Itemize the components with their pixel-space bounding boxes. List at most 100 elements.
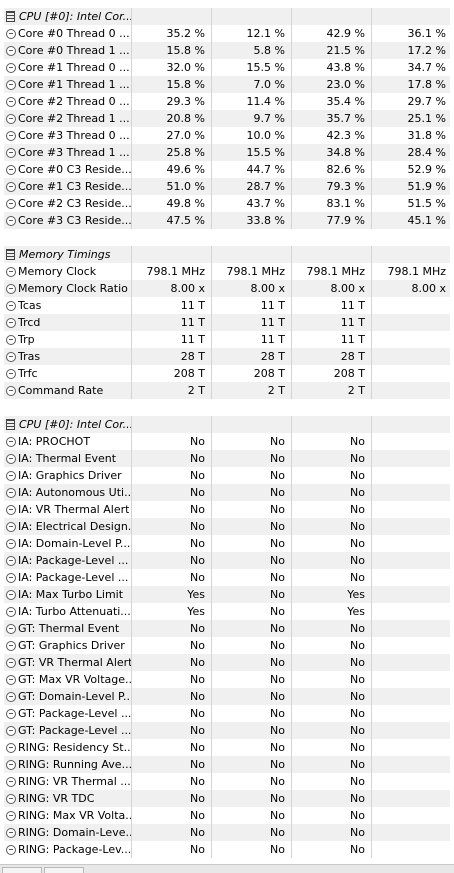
sensor-row[interactable]: Core #1 C3 Reside... 51.0 % 28.7 % 79.3 % 51…: [4, 178, 450, 195]
sensor-row[interactable]: Core #2 C3 Reside... 49.8 % 43.7 % 83.1 % 51…: [4, 195, 450, 212]
sensor-row[interactable]: Core #0 Thread 1 ... 15.8 % 5.8 % 21.5 % 17.…: [4, 42, 450, 59]
maximum-value: No: [292, 739, 372, 756]
sensor-row[interactable]: GT: Graphics Driver No No No: [4, 637, 450, 654]
sensor-row[interactable]: Trp 11 T 11 T 11 T: [4, 331, 450, 348]
sensor-row[interactable]: Core #1 Thread 1 ... 15.8 % 7.0 % 23.0 % 17.…: [4, 76, 450, 93]
sensor-label-cell: RING: Running Ave...: [4, 756, 132, 773]
sensor-row[interactable]: IA: Turbo Attenuati... Yes No Yes: [4, 603, 450, 620]
average-value: 45.1 %: [407, 214, 446, 227]
sensor-row[interactable]: Tras 28 T 28 T 28 T: [4, 348, 450, 365]
sensor-group-header[interactable]: CPU [#0]: Intel Cor...: [4, 8, 450, 25]
sensor-row[interactable]: Core #0 Thread 0 ... 35.2 % 12.1 % 42.9 % 36…: [4, 25, 450, 42]
sensor-row[interactable]: IA: PROCHOT No No No: [4, 433, 450, 450]
sensor-row[interactable]: Trfc 208 T 208 T 208 T: [4, 365, 450, 382]
current-value: No: [132, 501, 212, 518]
minimum-value: No: [212, 467, 292, 484]
sensor-row[interactable]: RING: Running Ave... No No No: [4, 756, 450, 773]
current-value: 32.0 %: [132, 59, 212, 76]
sensor-row[interactable]: IA: Package-Level ... No No No: [4, 552, 450, 569]
sensor-label-cell: RING: VR TDC: [4, 790, 132, 807]
sensor-row[interactable]: GT: Domain-Level P... No No No: [4, 688, 450, 705]
minimum-value: 44.7 %: [212, 161, 292, 178]
sensor-label: Command Rate: [18, 384, 104, 397]
sensor-label-cell: RING: Domain-Leve...: [4, 824, 132, 841]
sensor-label: RING: VR TDC: [18, 792, 95, 805]
sensor-label: IA: Domain-Level P...: [18, 537, 131, 550]
sensor-label-cell: RING: Residency St...: [4, 739, 132, 756]
sensor-row[interactable]: RING: Domain-Leve... No No No: [4, 824, 450, 841]
sensor-group-header[interactable]: CPU [#0]: Intel Cor...: [4, 416, 450, 433]
current-value: 29.3 %: [132, 93, 212, 110]
maximum-value: No: [292, 569, 372, 586]
sensor-row[interactable]: Tcas 11 T 11 T 11 T: [4, 297, 450, 314]
sensor-row[interactable]: Core #2 Thread 1 ... 20.8 % 9.7 % 35.7 % 25.…: [4, 110, 450, 127]
current-value: No: [132, 790, 212, 807]
minimum-value: 11 T: [212, 314, 292, 331]
sensor-row[interactable]: Core #3 Thread 1 ... 25.8 % 15.5 % 34.8 % 28…: [4, 144, 450, 161]
sensor-row[interactable]: GT: Package-Level ... No No No: [4, 705, 450, 722]
sensor-label-cell: Core #1 C3 Reside...: [4, 178, 132, 195]
minimum-value: 11 T: [212, 297, 292, 314]
maximum-value: No: [292, 790, 372, 807]
sensor-row[interactable]: GT: Package-Level ... No No No: [4, 722, 450, 739]
sensor-row[interactable]: IA: Package-Level ... No No No: [4, 569, 450, 586]
sensor-label: Core #3 Thread 1 ...: [18, 146, 130, 159]
sensor-icon: [6, 62, 16, 73]
minimum-value: 28 T: [212, 348, 292, 365]
sensor-label: Core #1 Thread 1 ...: [18, 78, 130, 91]
sensor-label: IA: PROCHOT: [18, 435, 91, 448]
sensor-row[interactable]: Core #1 Thread 0 ... 32.0 % 15.5 % 43.8 % 34…: [4, 59, 450, 76]
sensor-row[interactable]: IA: Graphics Driver No No No: [4, 467, 450, 484]
current-value: 47.5 %: [132, 212, 212, 229]
sensor-row[interactable]: Memory Clock 798.1 MHz 798.1 MHz 798.1 MHz 7…: [4, 263, 450, 280]
sensor-row[interactable]: RING: VR Thermal ... No No No: [4, 773, 450, 790]
sensor-label: RING: Package-Lev...: [18, 843, 131, 856]
sensor-row[interactable]: IA: Electrical Design... No No No: [4, 518, 450, 535]
sensor-row[interactable]: Memory Clock Ratio 8.00 x 8.00 x 8.00 x 8.00…: [4, 280, 450, 297]
sensor-label: RING: Max VR Volta...: [18, 809, 131, 822]
maximum-value: No: [292, 722, 372, 739]
sensor-row[interactable]: Core #3 Thread 0 ... 27.0 % 10.0 % 42.3 % 31…: [4, 127, 450, 144]
sensor-icon: [6, 742, 16, 753]
current-value: No: [132, 841, 212, 858]
average-value: [372, 841, 450, 858]
sensor-table: CPU [#0]: Intel Cor... Core #0 Thread 0 .…: [4, 8, 450, 858]
maximum-value: No: [292, 756, 372, 773]
maximum-value: 34.8 %: [292, 144, 372, 161]
sensor-row[interactable]: Core #2 Thread 0 ... 29.3 % 11.4 % 35.4 % 29…: [4, 93, 450, 110]
sensor-label: Trp: [18, 333, 35, 346]
sensor-row[interactable]: IA: Domain-Level P... No No No: [4, 535, 450, 552]
sensor-icon: [6, 470, 16, 481]
sensor-row[interactable]: GT: Max VR Voltage... No No No: [4, 671, 450, 688]
sensor-row[interactable]: IA: Thermal Event No No No: [4, 450, 450, 467]
sensor-row[interactable]: Core #0 C3 Reside... 49.6 % 44.7 % 82.6 % 52…: [4, 161, 450, 178]
current-value: 28 T: [132, 348, 212, 365]
maximum-value: No: [292, 552, 372, 569]
sensor-row[interactable]: Trcd 11 T 11 T 11 T: [4, 314, 450, 331]
sensor-row[interactable]: IA: VR Thermal Alert No No No: [4, 501, 450, 518]
sensor-label-cell: IA: Package-Level ...: [4, 552, 132, 569]
sensor-row[interactable]: RING: Residency St... No No No: [4, 739, 450, 756]
sensor-row[interactable]: RING: Max VR Volta... No No No: [4, 807, 450, 824]
maximum-value: No: [292, 807, 372, 824]
status-tab[interactable]: [2, 867, 42, 873]
sensor-row[interactable]: IA: Max Turbo Limit Yes No Yes: [4, 586, 450, 603]
sensor-label-cell: RING: VR Thermal ...: [4, 773, 132, 790]
sensor-icon: [6, 164, 16, 175]
sensor-label-cell: IA: Thermal Event: [4, 450, 132, 467]
sensor-label-cell: Memory Clock: [4, 263, 132, 280]
average-value: 31.8 %: [407, 129, 446, 142]
status-tab[interactable]: [44, 867, 84, 873]
current-value: No: [132, 739, 212, 756]
sensor-row[interactable]: GT: Thermal Event No No No: [4, 620, 450, 637]
sensor-row[interactable]: RING: VR TDC No No No: [4, 790, 450, 807]
sensor-row[interactable]: GT: VR Thermal Alert No No No: [4, 654, 450, 671]
sensor-row[interactable]: RING: Package-Lev... No No No: [4, 841, 450, 858]
minimum-value: No: [212, 569, 292, 586]
sensor-row[interactable]: IA: Autonomous Uti... No No No: [4, 484, 450, 501]
average-value: [372, 382, 450, 399]
minimum-value: 12.1 %: [212, 25, 292, 42]
sensor-group-header[interactable]: Memory Timings: [4, 246, 450, 263]
sensor-row[interactable]: Core #3 C3 Reside... 47.5 % 33.8 % 77.9 % 45…: [4, 212, 450, 229]
